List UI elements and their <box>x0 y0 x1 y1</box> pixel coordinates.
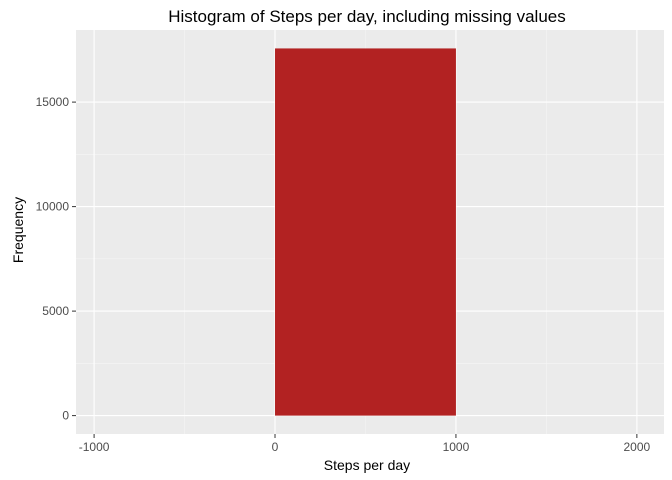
x-axis-title: Steps per day <box>324 457 410 473</box>
y-tick-label: 10000 <box>36 200 70 214</box>
bars <box>275 48 456 416</box>
y-axis: 0 5000 10000 15000 <box>36 95 76 423</box>
chart-title: Histogram of Steps per day, including mi… <box>168 7 565 26</box>
x-tick-label: 2000 <box>624 440 651 454</box>
histogram-bar <box>275 48 456 416</box>
y-tick-label: 15000 <box>36 95 70 109</box>
y-tick-label: 0 <box>62 409 69 423</box>
x-tick-label: -1000 <box>79 440 110 454</box>
x-axis: -1000 0 1000 2000 <box>79 434 651 454</box>
x-tick-label: 0 <box>272 440 279 454</box>
y-tick-label: 5000 <box>42 304 69 318</box>
y-axis-title: Frequency <box>10 197 26 263</box>
x-tick-label: 1000 <box>443 440 470 454</box>
